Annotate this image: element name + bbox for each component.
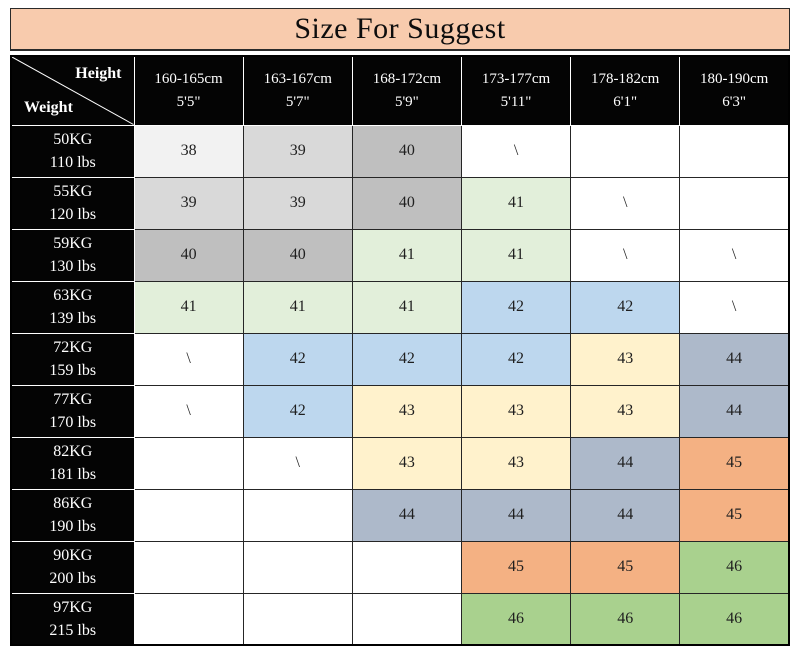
size-cell: 43 — [460, 436, 572, 490]
table-row: 82KG 181 lbs \ 43 43 44 45 — [10, 436, 790, 490]
size-cell: 42 — [351, 332, 462, 386]
size-cell: 45 — [679, 436, 790, 490]
size-cell: 46 — [679, 540, 790, 594]
table-row: 90KG 200 lbs 45 45 46 — [10, 540, 790, 594]
size-cell: \ — [133, 332, 244, 386]
row-header-7: 86KG 190 lbs — [10, 488, 135, 542]
size-cell — [133, 592, 244, 646]
size-cell: 44 — [570, 436, 681, 490]
row-header-9: 97KG 215 lbs — [10, 592, 135, 646]
row-header-3: 63KG 139 lbs — [10, 280, 135, 334]
weight-label: Weight — [24, 98, 73, 116]
size-cell: 40 — [351, 176, 462, 230]
size-cell: 42 — [242, 384, 353, 438]
size-cell — [133, 436, 244, 490]
size-cell: 43 — [460, 384, 572, 438]
size-cell: \ — [242, 436, 353, 490]
size-cell: 40 — [133, 228, 244, 282]
size-cell: 45 — [460, 540, 572, 594]
size-cell — [133, 488, 244, 542]
column-header-5: 180-190cm 6'3" — [679, 55, 790, 126]
table-row: 50KG 110 lbs 38 39 40 \ — [10, 124, 790, 178]
size-cell: 41 — [351, 228, 462, 282]
size-cell: 42 — [460, 332, 572, 386]
size-cell: 44 — [679, 332, 790, 386]
column-header-0: 160-165cm 5'5" — [133, 55, 244, 126]
size-cell: 45 — [679, 488, 790, 542]
size-cell: \ — [460, 124, 572, 178]
table-row: 77KG 170 lbs \ 42 43 43 43 44 — [10, 384, 790, 438]
column-header-4: 178-182cm 6'1" — [570, 55, 681, 126]
size-cell: \ — [679, 280, 790, 334]
column-header-2: 168-172cm 5'9" — [351, 55, 462, 126]
size-cell: 39 — [242, 124, 353, 178]
page-title: Size For Suggest — [10, 8, 790, 51]
size-cell: 43 — [570, 384, 681, 438]
size-cell: 45 — [570, 540, 681, 594]
size-cell: 41 — [242, 280, 353, 334]
size-cell: 41 — [351, 280, 462, 334]
column-header-3: 173-177cm 5'11" — [460, 55, 572, 126]
size-cell: 38 — [133, 124, 244, 178]
size-cell: 40 — [242, 228, 353, 282]
size-cell — [351, 540, 462, 594]
size-cell: 42 — [242, 332, 353, 386]
size-cell: \ — [570, 176, 681, 230]
size-cell: 43 — [351, 384, 462, 438]
size-cell — [570, 124, 681, 178]
size-cell: \ — [570, 228, 681, 282]
row-header-0: 50KG 110 lbs — [10, 124, 135, 178]
size-cell: 41 — [133, 280, 244, 334]
size-cell: 41 — [460, 228, 572, 282]
size-cell: 39 — [242, 176, 353, 230]
row-header-4: 72KG 159 lbs — [10, 332, 135, 386]
table-row: 55KG 120 lbs 39 39 40 41 \ — [10, 176, 790, 230]
size-cell: 42 — [570, 280, 681, 334]
size-cell: 41 — [460, 176, 572, 230]
size-cell: \ — [133, 384, 244, 438]
size-cell: 44 — [351, 488, 462, 542]
height-weight-corner-cell: Height Weight — [10, 55, 135, 126]
row-header-1: 55KG 120 lbs — [10, 176, 135, 230]
size-cell — [242, 592, 353, 646]
size-cell: 43 — [570, 332, 681, 386]
size-cell — [242, 488, 353, 542]
table-row: 86KG 190 lbs 44 44 44 45 — [10, 488, 790, 542]
size-cell: 39 — [133, 176, 244, 230]
table-row: 63KG 139 lbs 41 41 41 42 42 \ — [10, 280, 790, 334]
size-suggestion-table: Height Weight 160-165cm 5'5" 163-167cm 5'7"… — [10, 55, 790, 646]
size-cell — [679, 124, 790, 178]
size-cell: 43 — [351, 436, 462, 490]
size-cell: 46 — [679, 592, 790, 646]
size-cell: 46 — [460, 592, 572, 646]
diagonal-divider-line — [12, 57, 134, 125]
row-header-8: 90KG 200 lbs — [10, 540, 135, 594]
size-cell — [242, 540, 353, 594]
size-cell: \ — [679, 228, 790, 282]
size-cell — [133, 540, 244, 594]
size-cell: 44 — [460, 488, 572, 542]
height-label: Height — [75, 65, 122, 82]
column-header-1: 163-167cm 5'7" — [242, 55, 353, 126]
size-cell: 40 — [351, 124, 462, 178]
size-cell — [351, 592, 462, 646]
page: Size For Suggest Height Weight 160-165cm… — [10, 8, 790, 646]
size-cell: 44 — [679, 384, 790, 438]
size-cell: 44 — [570, 488, 681, 542]
row-header-2: 59KG 130 lbs — [10, 228, 135, 282]
size-cell: 42 — [460, 280, 572, 334]
table-row: 97KG 215 lbs 46 46 46 — [10, 592, 790, 646]
table-row: 72KG 159 lbs \ 42 42 42 43 44 — [10, 332, 790, 386]
row-header-6: 82KG 181 lbs — [10, 436, 135, 490]
row-header-5: 77KG 170 lbs — [10, 384, 135, 438]
size-cell: 46 — [570, 592, 681, 646]
table-header-row: Height Weight 160-165cm 5'5" 163-167cm 5'7"… — [10, 55, 790, 126]
table-row: 59KG 130 lbs 40 40 41 41 \ \ — [10, 228, 790, 282]
size-cell — [679, 176, 790, 230]
